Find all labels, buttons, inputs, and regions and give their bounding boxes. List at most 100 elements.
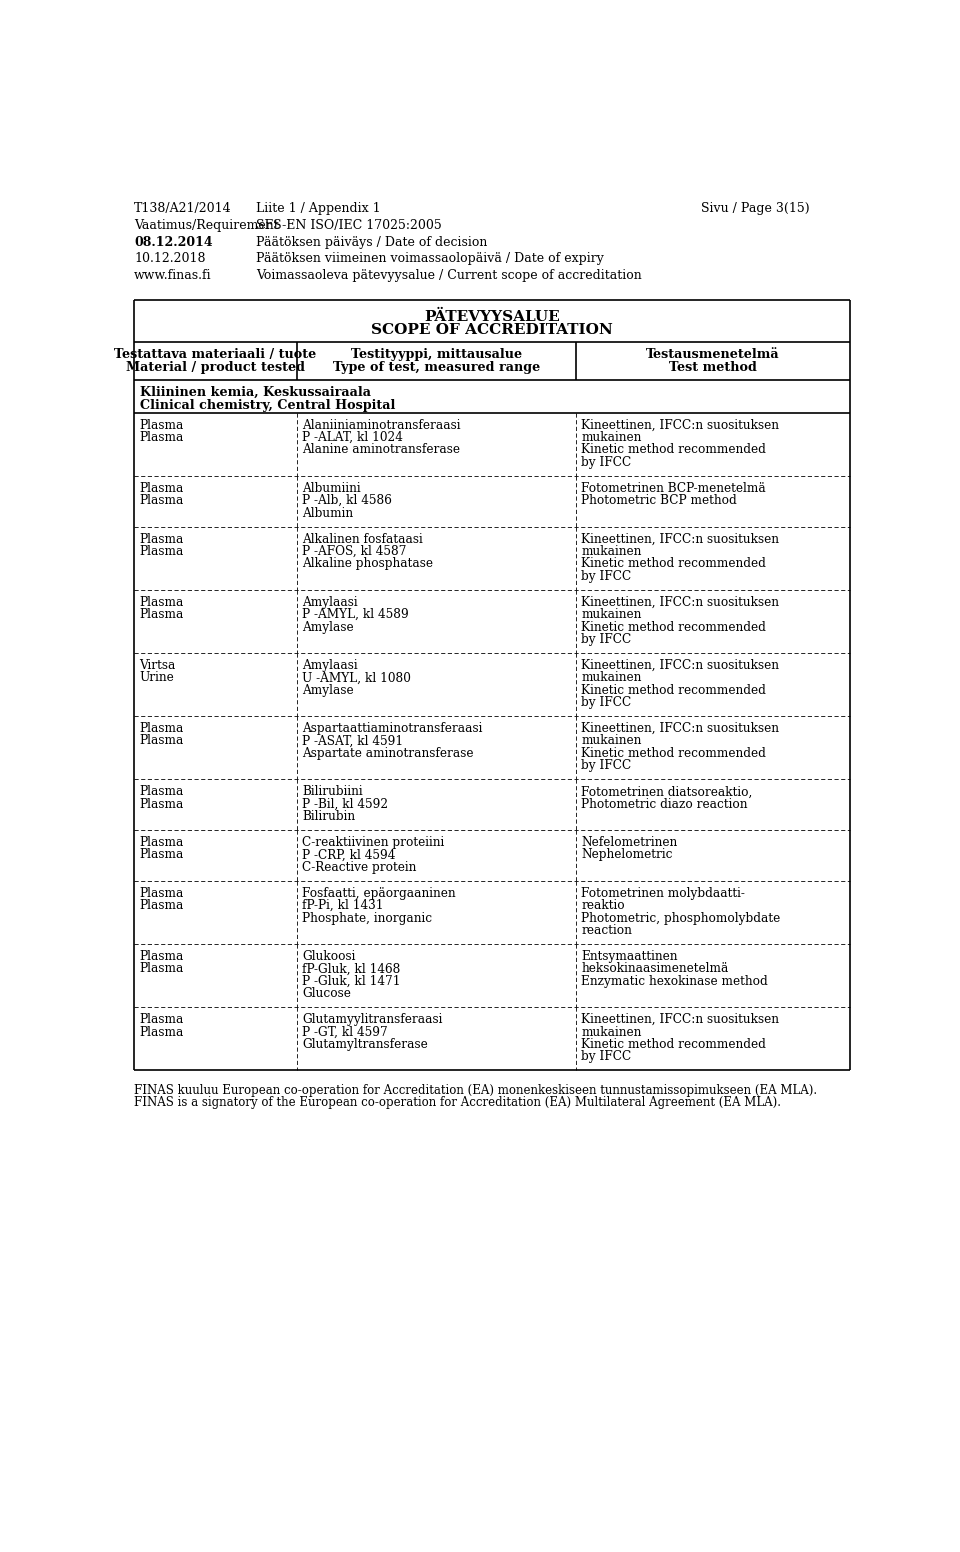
Text: Photometric diazo reaction: Photometric diazo reaction [581, 798, 748, 810]
Text: FINAS kuuluu European co-operation for Accreditation (EA) monenkeskiseen tunnust: FINAS kuuluu European co-operation for A… [134, 1083, 817, 1097]
Text: U -AMYL, kl 1080: U -AMYL, kl 1080 [302, 672, 411, 684]
Text: Liite 1 / Appendix 1: Liite 1 / Appendix 1 [255, 202, 380, 214]
Text: Amylase: Amylase [302, 684, 353, 697]
Text: Material / product tested: Material / product tested [126, 362, 305, 374]
Text: Plasma: Plasma [139, 734, 183, 748]
Text: mukainen: mukainen [581, 431, 641, 444]
Text: Päätöksen päiväys / Date of decision: Päätöksen päiväys / Date of decision [255, 236, 487, 248]
Text: mukainen: mukainen [581, 545, 641, 559]
Text: Testausmenetelmä: Testausmenetelmä [646, 348, 780, 362]
Text: by IFCC: by IFCC [581, 456, 632, 469]
Text: Kliininen kemia, Keskussairaala: Kliininen kemia, Keskussairaala [140, 385, 372, 399]
Text: 08.12.2014: 08.12.2014 [134, 236, 212, 248]
Text: Glutamyylitransferaasi: Glutamyylitransferaasi [302, 1013, 443, 1026]
Text: Glucose: Glucose [302, 987, 351, 999]
Text: Amylaasi: Amylaasi [302, 660, 358, 672]
Text: by IFCC: by IFCC [581, 570, 632, 582]
Text: Kinetic method recommended: Kinetic method recommended [581, 557, 766, 571]
Text: Voimassaoleva pätevyysalue / Current scope of accreditation: Voimassaoleva pätevyysalue / Current sco… [255, 270, 641, 282]
Text: Plasma: Plasma [139, 722, 183, 736]
Text: Plasma: Plasma [139, 431, 183, 444]
Text: PÄTEVYYSALUE: PÄTEVYYSALUE [424, 309, 560, 323]
Text: Fotometrinen BCP-menetelmä: Fotometrinen BCP-menetelmä [581, 483, 766, 495]
Text: Plasma: Plasma [139, 419, 183, 431]
Text: FINAS is a signatory of the European co-operation for Accreditation (EA) Multila: FINAS is a signatory of the European co-… [134, 1096, 780, 1110]
Text: Kineettinen, IFCC:n suosituksen: Kineettinen, IFCC:n suosituksen [581, 596, 780, 608]
Text: Nephelometric: Nephelometric [581, 849, 673, 861]
Text: P -GT, kl 4597: P -GT, kl 4597 [302, 1026, 388, 1038]
Text: Alkalinen fosfataasi: Alkalinen fosfataasi [302, 532, 422, 546]
Text: Alanine aminotransferase: Alanine aminotransferase [302, 444, 460, 456]
Text: by IFCC: by IFCC [581, 633, 632, 646]
Text: Kineettinen, IFCC:n suosituksen: Kineettinen, IFCC:n suosituksen [581, 722, 780, 736]
Text: Kinetic method recommended: Kinetic method recommended [581, 444, 766, 456]
Text: Albumiini: Albumiini [302, 483, 361, 495]
Text: Plasma: Plasma [139, 962, 183, 975]
Text: P -AMYL, kl 4589: P -AMYL, kl 4589 [302, 608, 409, 621]
Text: Bilirubiini: Bilirubiini [302, 785, 363, 798]
Text: mukainen: mukainen [581, 608, 641, 621]
Text: P -CRP, kl 4594: P -CRP, kl 4594 [302, 849, 396, 861]
Text: Fotometrinen diatsoreaktio,: Fotometrinen diatsoreaktio, [581, 785, 753, 798]
Text: Glukoosi: Glukoosi [302, 950, 355, 964]
Text: Albumin: Albumin [302, 506, 353, 520]
Text: mukainen: mukainen [581, 1026, 641, 1038]
Text: mukainen: mukainen [581, 734, 641, 748]
Text: Plasma: Plasma [139, 1026, 183, 1038]
Text: Sivu / Page 3(15): Sivu / Page 3(15) [701, 202, 810, 214]
Text: P -Bil, kl 4592: P -Bil, kl 4592 [302, 798, 388, 810]
Text: Plasma: Plasma [139, 886, 183, 900]
Text: Aspartaattiaminotransferaasi: Aspartaattiaminotransferaasi [302, 722, 483, 736]
Text: Plasma: Plasma [139, 1013, 183, 1026]
Text: 10.12.2018: 10.12.2018 [134, 253, 205, 265]
Text: C-Reactive protein: C-Reactive protein [302, 861, 417, 874]
Text: Kinetic method recommended: Kinetic method recommended [581, 684, 766, 697]
Text: SFS-EN ISO/IEC 17025:2005: SFS-EN ISO/IEC 17025:2005 [255, 219, 442, 231]
Text: by IFCC: by IFCC [581, 759, 632, 773]
Text: mukainen: mukainen [581, 672, 641, 684]
Text: Amylase: Amylase [302, 621, 353, 633]
Text: Kinetic method recommended: Kinetic method recommended [581, 621, 766, 633]
Text: Bilirubin: Bilirubin [302, 810, 355, 823]
Text: Alkaline phosphatase: Alkaline phosphatase [302, 557, 433, 571]
Text: Kinetic method recommended: Kinetic method recommended [581, 1038, 766, 1051]
Text: Test method: Test method [669, 362, 756, 374]
Text: Plasma: Plasma [139, 837, 183, 849]
Text: by IFCC: by IFCC [581, 695, 632, 709]
Text: P -ALAT, kl 1024: P -ALAT, kl 1024 [302, 431, 403, 444]
Text: Testityyppi, mittausalue: Testityyppi, mittausalue [350, 348, 522, 362]
Text: Fotometrinen molybdaatti-: Fotometrinen molybdaatti- [581, 886, 745, 900]
Text: P -AFOS, kl 4587: P -AFOS, kl 4587 [302, 545, 407, 559]
Text: Testattava materiaali / tuote: Testattava materiaali / tuote [114, 348, 317, 362]
Text: P -ASAT, kl 4591: P -ASAT, kl 4591 [302, 734, 403, 748]
Text: Entsymaattinen: Entsymaattinen [581, 950, 678, 964]
Text: Fosfaatti, epäorgaaninen: Fosfaatti, epäorgaaninen [302, 886, 456, 900]
Text: www.finas.fi: www.finas.fi [134, 270, 211, 282]
Text: Plasma: Plasma [139, 596, 183, 608]
Text: Vaatimus/Requirement: Vaatimus/Requirement [134, 219, 278, 231]
Text: Photometric BCP method: Photometric BCP method [581, 494, 737, 508]
Text: Kineettinen, IFCC:n suosituksen: Kineettinen, IFCC:n suosituksen [581, 1013, 780, 1026]
Text: SCOPE OF ACCREDITATION: SCOPE OF ACCREDITATION [372, 323, 612, 337]
Text: Kineettinen, IFCC:n suosituksen: Kineettinen, IFCC:n suosituksen [581, 419, 780, 431]
Text: heksokinaasimenetelmä: heksokinaasimenetelmä [581, 962, 729, 975]
Text: Enzymatic hexokinase method: Enzymatic hexokinase method [581, 975, 768, 987]
Text: by IFCC: by IFCC [581, 1051, 632, 1063]
Text: Aspartate aminotransferase: Aspartate aminotransferase [302, 747, 473, 760]
Text: Virtsa: Virtsa [139, 660, 176, 672]
Text: Plasma: Plasma [139, 608, 183, 621]
Text: Nefelometrinen: Nefelometrinen [581, 837, 678, 849]
Text: C-reaktiivinen proteiini: C-reaktiivinen proteiini [302, 837, 444, 849]
Text: fP-Pi, kl 1431: fP-Pi, kl 1431 [302, 899, 384, 913]
Text: Plasma: Plasma [139, 950, 183, 964]
Text: Urine: Urine [139, 672, 174, 684]
Text: Kineettinen, IFCC:n suosituksen: Kineettinen, IFCC:n suosituksen [581, 660, 780, 672]
Text: reaktio: reaktio [581, 899, 625, 913]
Text: Amylaasi: Amylaasi [302, 596, 358, 608]
Text: Kineettinen, IFCC:n suosituksen: Kineettinen, IFCC:n suosituksen [581, 532, 780, 546]
Text: Phosphate, inorganic: Phosphate, inorganic [302, 911, 432, 925]
Text: Plasma: Plasma [139, 532, 183, 546]
Text: Kinetic method recommended: Kinetic method recommended [581, 747, 766, 760]
Text: Päätöksen viimeinen voimassaolopäivä / Date of expiry: Päätöksen viimeinen voimassaolopäivä / D… [255, 253, 604, 265]
Text: Glutamyltransferase: Glutamyltransferase [302, 1038, 428, 1051]
